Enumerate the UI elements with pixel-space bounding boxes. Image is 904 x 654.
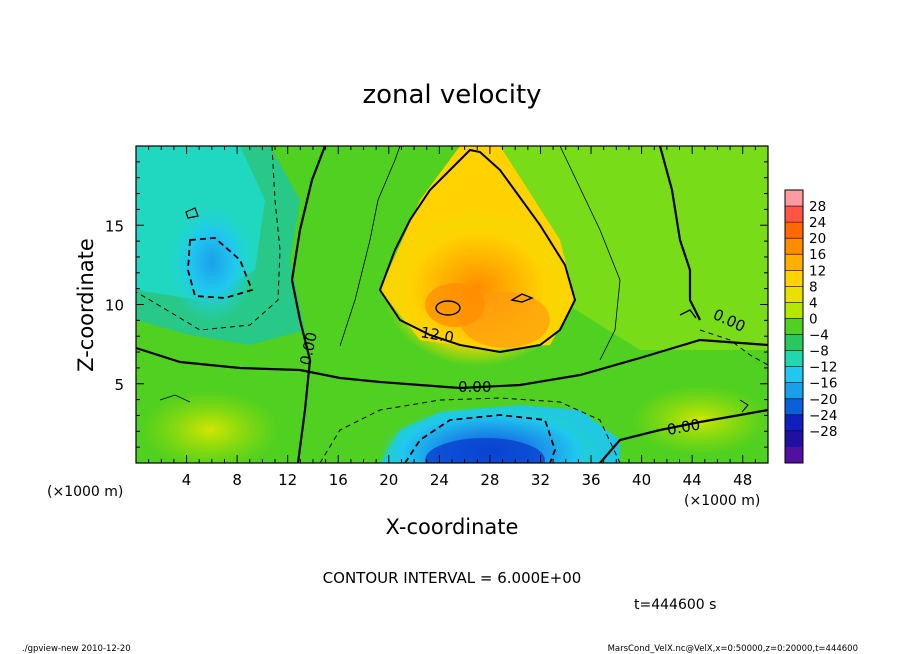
colorbar-tick-label: −4 bbox=[809, 328, 829, 344]
colorbar-swatch bbox=[785, 366, 803, 384]
colorbar-swatch bbox=[785, 222, 803, 239]
x-tick-label: 20 bbox=[379, 471, 398, 489]
colorbar-tick-label: 8 bbox=[809, 279, 818, 295]
colorbar-swatch bbox=[785, 318, 803, 336]
x-tick-label: 32 bbox=[531, 471, 550, 489]
contour-interval: CONTOUR INTERVAL = 6.000E+00 bbox=[323, 569, 582, 587]
colorbar-tick-label: 20 bbox=[809, 231, 826, 247]
colorbar-frame bbox=[784, 189, 804, 464]
colorbar-tick-label: 0 bbox=[809, 311, 818, 327]
colorbar-swatch bbox=[785, 286, 803, 303]
colorbar-tick-label: −16 bbox=[809, 376, 838, 392]
colorbar-swatch bbox=[785, 414, 803, 432]
x-unit-right: (×1000 m) bbox=[684, 493, 760, 509]
x-unit-left: (×1000 m) bbox=[47, 484, 123, 500]
colorbar-tick-label: 12 bbox=[809, 263, 826, 279]
colorbar-tick-label: 4 bbox=[809, 295, 818, 311]
colorbar-tick-label: −20 bbox=[809, 392, 838, 408]
x-tick-label: 24 bbox=[430, 471, 449, 489]
colorbar-swatch bbox=[785, 190, 803, 207]
colorbar-swatch bbox=[785, 302, 803, 319]
footer-left: ./gpview-new 2010-12-20 bbox=[22, 644, 131, 654]
colorbar-swatch bbox=[785, 206, 803, 223]
colorbar-swatch bbox=[785, 334, 803, 352]
y-axis-label: Z-coordinate bbox=[74, 238, 98, 372]
colorbar-tick-label: 24 bbox=[809, 215, 826, 231]
colorbar-tick-label: −8 bbox=[809, 344, 829, 360]
y-axis: 5 10 15 bbox=[105, 161, 768, 448]
x-tick-label: 12 bbox=[278, 471, 297, 489]
x-tick-label: 36 bbox=[581, 471, 600, 489]
chart-title: zonal velocity bbox=[362, 80, 541, 110]
x-tick-label: 28 bbox=[480, 471, 499, 489]
colorbar-swatch bbox=[785, 270, 803, 287]
colorbar-swatch bbox=[785, 398, 803, 416]
colorbar-tick-label: 28 bbox=[809, 199, 826, 215]
x-tick-label: 4 bbox=[182, 471, 192, 489]
contour-label: 12.0 bbox=[419, 323, 455, 347]
x-axis: 4 8 12 16 20 24 28 32 36 40 44 48 bbox=[148, 146, 756, 489]
contour-label: 0.00 bbox=[458, 378, 491, 396]
footer-right: MarsCond_VelX.nc@VelX,x=0:50000,z=0:2000… bbox=[608, 644, 858, 654]
colorbar-tick-label: −28 bbox=[809, 424, 838, 440]
colorbar-swatch bbox=[785, 382, 803, 400]
x-axis-label: X-coordinate bbox=[386, 515, 519, 539]
y-tick-label: 15 bbox=[105, 217, 124, 235]
x-tick-label: 16 bbox=[329, 471, 348, 489]
colorbar-tick-label: −24 bbox=[809, 408, 838, 424]
colorbar-swatch bbox=[785, 238, 803, 255]
x-tick-label: 48 bbox=[733, 471, 752, 489]
colorbar-tick-label: −12 bbox=[809, 360, 838, 376]
colorbar-swatch bbox=[785, 430, 803, 448]
x-tick-label: 44 bbox=[683, 471, 702, 489]
colorbar-swatch bbox=[785, 446, 803, 464]
x-tick-label: 40 bbox=[632, 471, 651, 489]
contour-label: 0.00 bbox=[666, 415, 702, 439]
colorbar-swatch bbox=[785, 254, 803, 271]
y-tick-label: 10 bbox=[105, 297, 124, 315]
plot-area: 12.0 0.00 0.00 0.00 0.00 bbox=[136, 146, 768, 463]
y-tick-label: 5 bbox=[114, 376, 124, 394]
x-tick-label: 8 bbox=[232, 471, 242, 489]
colorbar-swatch bbox=[785, 350, 803, 368]
colorbar-tick-label: 16 bbox=[809, 247, 826, 263]
time-label: t=444600 s bbox=[634, 597, 716, 613]
